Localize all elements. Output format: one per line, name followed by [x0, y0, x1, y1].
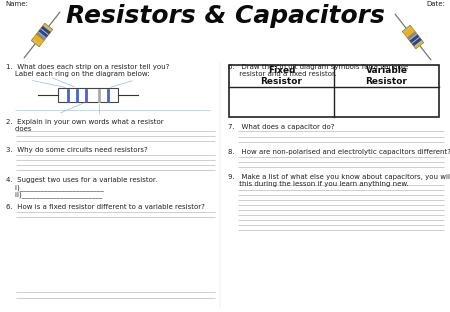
Text: 2.  Explain in your own words what a resistor
    does: 2. Explain in your own words what a resi…	[6, 119, 164, 132]
Text: 9.   Make a list of what else you know about capacitors, you will need to add to: 9. Make a list of what else you know abo…	[228, 174, 450, 187]
Bar	[229, 65, 439, 117]
Text: Name:: Name:	[5, 1, 28, 7]
Polygon shape	[412, 38, 422, 46]
Text: 3.  Why do some circuits need resistors?: 3. Why do some circuits need resistors?	[6, 147, 148, 153]
Polygon shape	[34, 35, 43, 44]
Text: 7.   What does a capacitor do?: 7. What does a capacitor do?	[228, 124, 334, 130]
Polygon shape	[39, 29, 48, 37]
Text: 1.  What does each strip on a resistor tell you?
    Label each ring on the diag: 1. What does each strip on a resistor te…	[6, 64, 169, 77]
Text: 4.  Suggest two uses for a variable resistor.
    i)________________________
   : 4. Suggest two uses for a variable resis…	[6, 177, 157, 198]
Text: Variable
Resistor: Variable Resistor	[365, 66, 408, 86]
Polygon shape	[410, 34, 419, 43]
Text: 6.  How is a fixed resistor different to a variable resistor?: 6. How is a fixed resistor different to …	[6, 204, 205, 210]
Polygon shape	[32, 23, 53, 47]
Text: 8.   How are non-polarised and electrolytic capacitors different?: 8. How are non-polarised and electrolyti…	[228, 149, 450, 155]
Text: Date:: Date:	[426, 1, 445, 7]
Polygon shape	[402, 25, 424, 49]
Polygon shape	[41, 26, 51, 34]
Text: Fixed
Resistor: Fixed Resistor	[261, 66, 302, 86]
Text: Resistors & Capacitors: Resistors & Capacitors	[66, 4, 384, 28]
Polygon shape	[407, 31, 417, 40]
Polygon shape	[36, 32, 46, 41]
Polygon shape	[405, 28, 414, 37]
Text: 6.   Draw the circuit diagram symbols for a variable
     resistor and a fixed r: 6. Draw the circuit diagram symbols for …	[228, 64, 408, 77]
Bar	[58, 88, 118, 102]
